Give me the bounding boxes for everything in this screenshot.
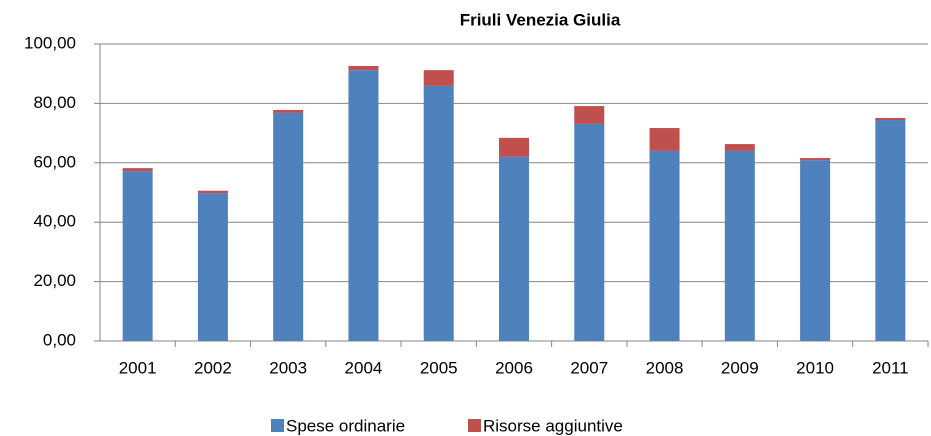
bar-segment bbox=[724, 144, 755, 151]
y-tick-label: 0,00 bbox=[43, 330, 76, 349]
bar-segment bbox=[273, 109, 304, 113]
y-tick-label: 60,00 bbox=[33, 152, 76, 171]
bar-segment bbox=[197, 193, 228, 341]
x-tick-label: 2001 bbox=[119, 358, 157, 377]
x-tick-label: 2008 bbox=[646, 358, 684, 377]
y-tick-label: 80,00 bbox=[33, 93, 76, 112]
legend-swatch bbox=[468, 419, 481, 432]
bar-segment bbox=[649, 128, 680, 151]
x-tick-label: 2006 bbox=[495, 358, 533, 377]
bar-segment bbox=[122, 168, 153, 172]
y-tick-label: 100,00 bbox=[24, 33, 76, 52]
bar-segment bbox=[499, 156, 529, 341]
x-tick-label: 2005 bbox=[420, 358, 458, 377]
y-tick-label: 20,00 bbox=[33, 271, 76, 290]
bar-segment bbox=[724, 150, 755, 341]
bar-segment bbox=[875, 120, 906, 341]
bar-segment bbox=[649, 150, 680, 341]
chart-title: Friuli Venezia Giulia bbox=[460, 10, 621, 29]
legend-swatch bbox=[271, 419, 284, 432]
bar-segment bbox=[122, 171, 153, 341]
legend-label: Risorse aggiuntive bbox=[483, 416, 623, 435]
x-tick-label: 2002 bbox=[194, 358, 232, 377]
x-tick-label: 2003 bbox=[269, 358, 307, 377]
x-tick-label: 2004 bbox=[345, 358, 383, 377]
legend-label: Spese ordinarie bbox=[286, 416, 405, 435]
bar-segment bbox=[348, 65, 379, 71]
y-tick-label: 40,00 bbox=[33, 212, 76, 231]
bar-segment bbox=[423, 70, 454, 86]
bar-segment bbox=[800, 160, 831, 341]
x-tick-label: 2009 bbox=[721, 358, 759, 377]
bar-segment bbox=[348, 70, 379, 342]
bar-segment bbox=[499, 137, 529, 157]
bar-segment bbox=[273, 112, 304, 342]
bar-segment bbox=[197, 190, 228, 194]
bar-segment bbox=[574, 106, 605, 124]
x-tick-label: 2007 bbox=[570, 358, 608, 377]
x-tick-label: 2011 bbox=[872, 358, 909, 377]
bar-segment bbox=[423, 85, 454, 341]
bar-segment bbox=[875, 117, 906, 121]
x-tick-label: 2010 bbox=[796, 358, 834, 377]
bar-segment bbox=[574, 123, 605, 341]
bar-segment bbox=[800, 158, 831, 161]
